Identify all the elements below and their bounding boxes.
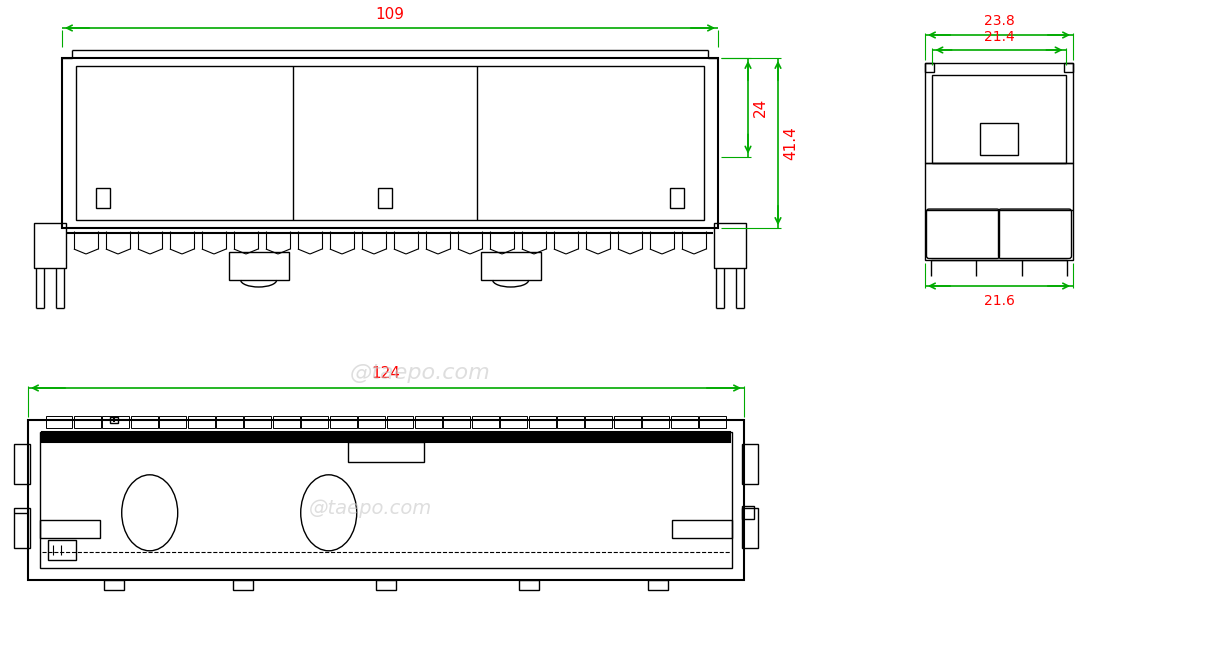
Bar [76, 66, 704, 220]
Bar [500, 416, 527, 428]
Text: 124: 124 [372, 366, 401, 381]
Bar [329, 416, 356, 428]
Bar [131, 416, 157, 428]
Bar [40, 432, 731, 568]
Bar [28, 420, 744, 580]
Bar [925, 163, 1073, 260]
Bar [714, 223, 746, 268]
Bar [48, 540, 76, 560]
Bar [672, 520, 731, 538]
Bar [229, 252, 288, 280]
Bar [375, 580, 396, 590]
Bar [1064, 63, 1073, 72]
Bar [110, 417, 117, 423]
Bar [188, 416, 214, 428]
Bar [302, 416, 328, 428]
Bar [96, 188, 110, 208]
Bar [358, 416, 385, 428]
Text: 21.6: 21.6 [983, 294, 1015, 308]
Bar [74, 416, 101, 428]
Bar [481, 252, 540, 280]
Bar [443, 416, 470, 428]
Bar [159, 416, 186, 428]
Bar [557, 416, 584, 428]
Bar [272, 416, 300, 428]
Bar [103, 416, 130, 428]
Text: 109: 109 [375, 7, 404, 22]
Bar [671, 416, 698, 428]
Bar [742, 506, 754, 519]
Bar [614, 416, 641, 428]
Text: 24: 24 [753, 98, 768, 117]
Text: 41.4: 41.4 [784, 126, 798, 160]
Bar [472, 416, 499, 428]
Bar [15, 444, 30, 484]
Bar [42, 432, 730, 442]
Bar [670, 188, 684, 208]
Bar [642, 416, 670, 428]
Bar [648, 580, 668, 590]
Bar [233, 580, 253, 590]
Bar [528, 416, 556, 428]
Bar [245, 416, 271, 428]
Bar [925, 63, 934, 72]
Bar [980, 123, 1018, 155]
Bar [386, 416, 413, 428]
Text: @taepo.com: @taepo.com [309, 498, 431, 517]
Bar [378, 188, 391, 208]
Bar [216, 416, 243, 428]
Bar [585, 416, 613, 428]
Bar [925, 63, 1073, 163]
Bar [699, 416, 727, 428]
Bar [348, 442, 424, 462]
Bar [742, 444, 758, 484]
Bar [742, 508, 758, 548]
Bar [46, 416, 73, 428]
Bar [520, 580, 539, 590]
Bar [932, 75, 1066, 163]
Bar [415, 416, 442, 428]
Bar [40, 520, 101, 538]
Bar [34, 223, 67, 268]
Bar [15, 508, 30, 548]
Bar [104, 580, 124, 590]
Text: 23.8: 23.8 [983, 14, 1015, 28]
Text: @taepo.com: @taepo.com [350, 363, 490, 383]
Bar [62, 58, 718, 228]
Text: 21.4: 21.4 [983, 30, 1015, 44]
